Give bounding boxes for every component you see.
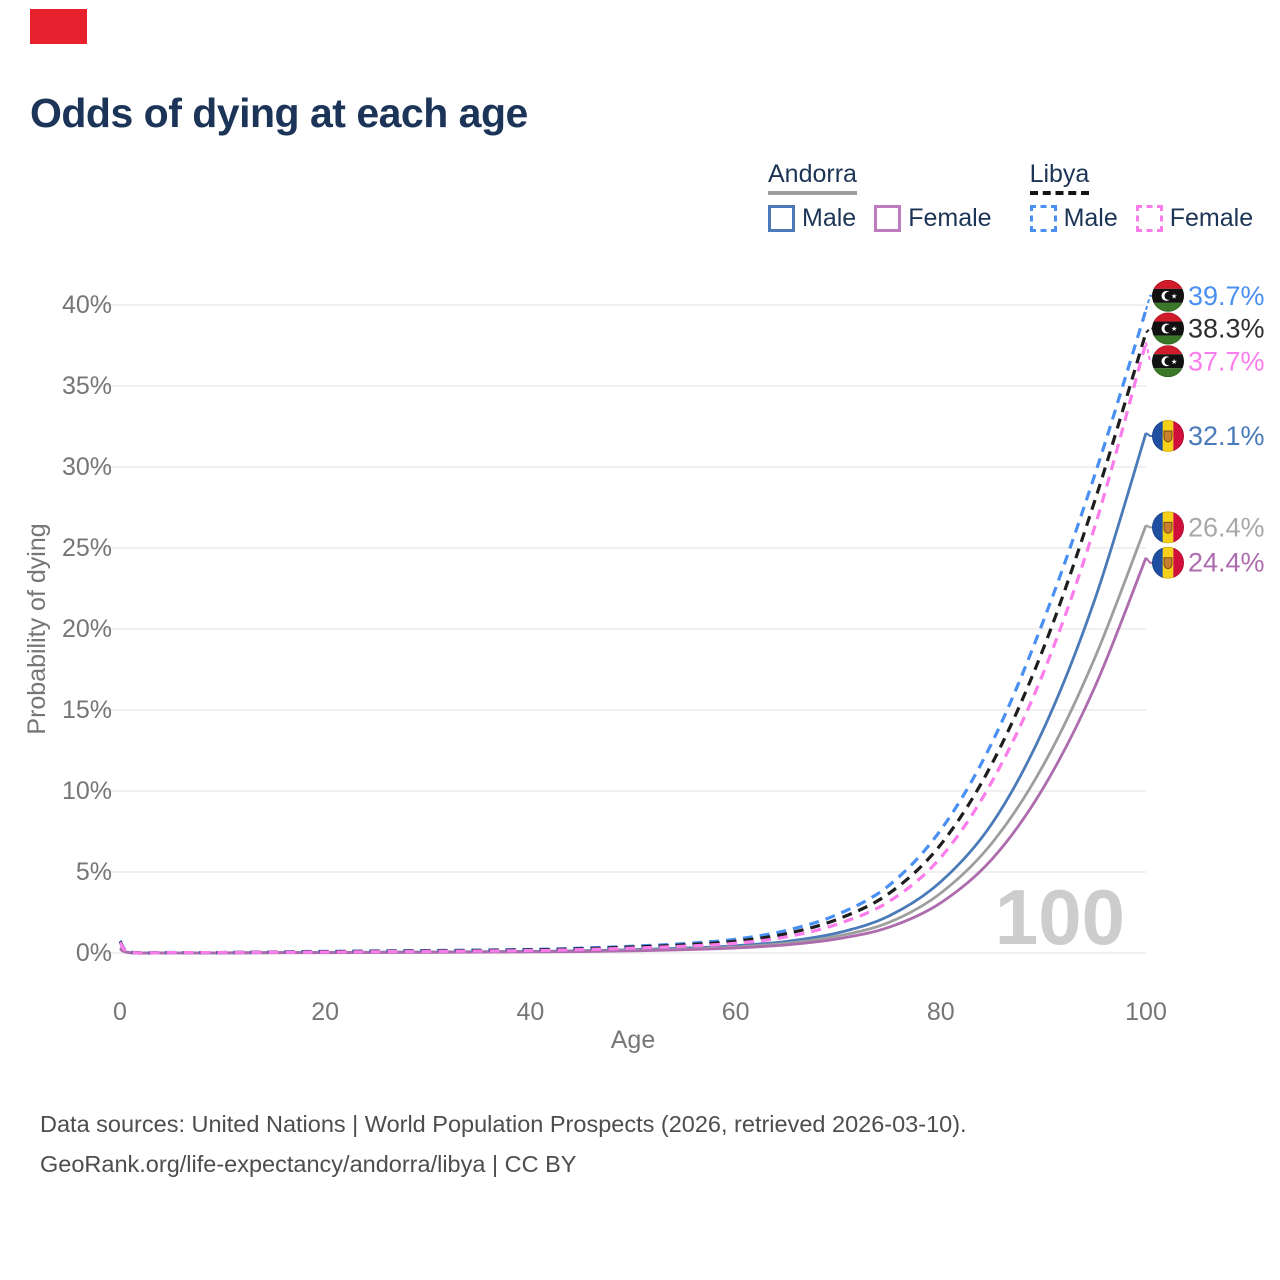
series-line-andorra-female	[119, 557, 1148, 955]
y-tick-label: 40%	[62, 291, 112, 319]
legend-item-label: Female	[908, 204, 992, 232]
page-title: Odds of dying at each age	[30, 90, 528, 136]
end-value-label: 39.7%	[1188, 281, 1265, 311]
legend-group-andorra: Andorra Male Female	[768, 160, 992, 233]
andorra-flag-icon	[1152, 511, 1184, 544]
legend-item-libya-female[interactable]: Female	[1135, 204, 1254, 233]
series-line-libya-male	[118, 309, 1148, 955]
x-axis-title: Age	[611, 1026, 655, 1054]
footer-attribution: GeoRank.org/life-expectancy/andorra/liby…	[40, 1151, 577, 1177]
y-tick-label: 5%	[76, 858, 112, 886]
x-tick-label: 60	[722, 998, 750, 1026]
legend-item-libya-male[interactable]: Male	[1029, 204, 1118, 233]
libya-male-swatch-icon	[1029, 205, 1057, 232]
y-tick-label: 0%	[76, 939, 112, 967]
andorra-female-swatch-icon	[874, 205, 902, 232]
libya-flag-icon: ★	[1152, 312, 1184, 345]
legend-group-libya: Libya Male Female	[1029, 160, 1254, 233]
end-value-label: 26.4%	[1188, 512, 1265, 542]
legend: Andorra Male Female Libya Male	[768, 160, 1253, 233]
series-line-andorra-male	[119, 432, 1148, 955]
age-watermark: 100	[995, 873, 1125, 961]
y-tick-label: 30%	[62, 453, 112, 481]
legend-item-andorra-female[interactable]: Female	[874, 204, 992, 233]
legend-header-andorra: Andorra	[768, 160, 857, 195]
y-tick-label: 10%	[62, 777, 112, 805]
legend-item-label: Female	[1169, 204, 1254, 232]
legend-header-libya: Libya	[1029, 160, 1090, 195]
end-value-label: 37.7%	[1188, 346, 1265, 376]
libya-flag-icon: ★	[1152, 345, 1184, 378]
series-line-libya-female	[118, 341, 1148, 955]
svg-text:★: ★	[1171, 325, 1177, 333]
y-tick-label: 25%	[62, 534, 112, 562]
red-marker	[30, 9, 87, 44]
andorra-male-swatch-icon	[768, 205, 795, 232]
y-tick-label: 20%	[62, 615, 112, 643]
x-tick-label: 0	[113, 998, 127, 1026]
series-line-andorra-both-sexes	[119, 524, 1148, 955]
x-tick-label: 100	[1125, 998, 1167, 1026]
end-value-label: 24.4%	[1188, 548, 1265, 578]
libya-flag-icon: ★	[1152, 279, 1184, 312]
andorra-flag-icon	[1152, 419, 1184, 452]
end-value-label: 38.3%	[1188, 314, 1265, 344]
y-tick-label: 15%	[62, 696, 112, 724]
svg-text:★: ★	[1171, 358, 1177, 366]
andorra-flag-icon	[1152, 546, 1184, 579]
y-axis-title: Probability of dying	[23, 523, 51, 734]
footer-data-sources: Data sources: United Nations | World Pop…	[40, 1111, 967, 1137]
legend-item-label: Male	[1063, 204, 1118, 232]
legend-item-label: Male	[802, 204, 857, 232]
x-tick-label: 80	[927, 998, 955, 1026]
y-tick-label: 35%	[62, 372, 112, 400]
legend-item-andorra-male[interactable]: Male	[768, 204, 856, 233]
end-value-label: 32.1%	[1188, 421, 1265, 451]
x-tick-label: 20	[311, 998, 339, 1026]
libya-female-swatch-icon	[1135, 205, 1163, 232]
x-tick-label: 40	[516, 998, 544, 1026]
svg-text:★: ★	[1171, 292, 1177, 300]
footer: Data sources: United Nations | World Pop…	[40, 1104, 967, 1184]
